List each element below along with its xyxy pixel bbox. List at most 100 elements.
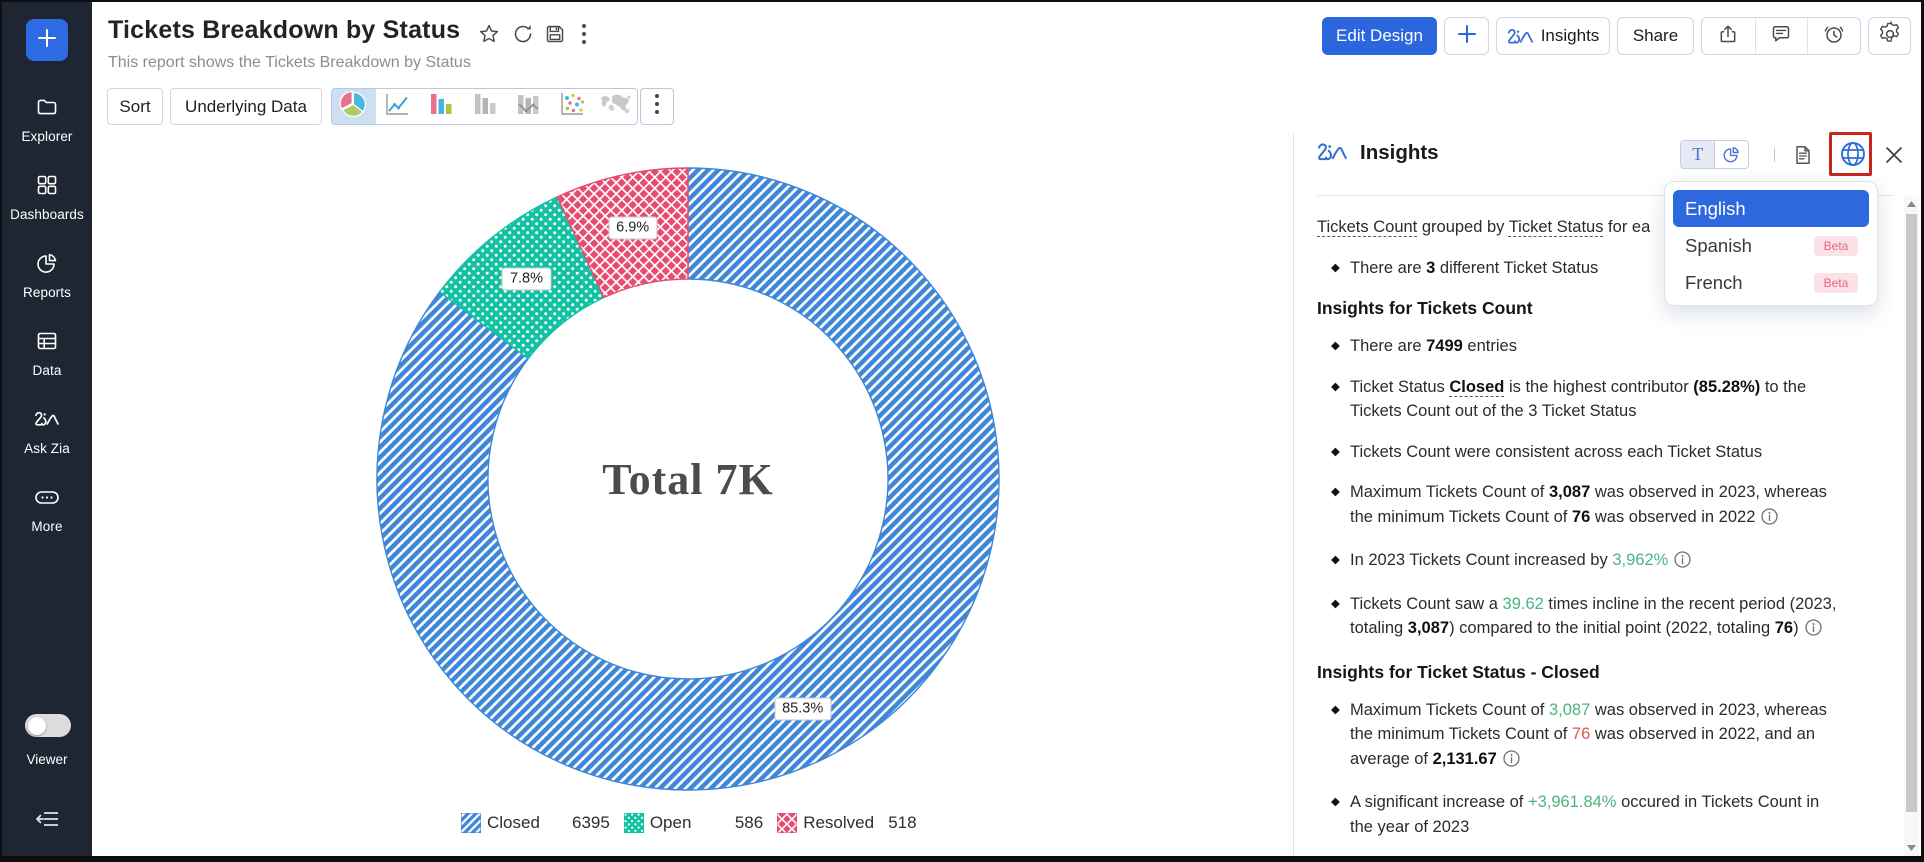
- legend-item-resolved[interactable]: Resolved 518: [777, 813, 930, 833]
- legend-swatch-closed: [461, 813, 481, 833]
- sidebar-item-label: Explorer: [21, 129, 73, 144]
- insights-button[interactable]: Insights: [1496, 17, 1610, 55]
- text-view-toggle[interactable]: T: [1681, 141, 1715, 168]
- bullet-diamond-icon: ◆: [1331, 554, 1340, 566]
- scrollbar-up-arrow[interactable]: [1904, 196, 1919, 212]
- insights-header-separator: [1317, 195, 1893, 196]
- bullet-diamond-icon: ◆: [1331, 703, 1340, 716]
- insights-scrollbar[interactable]: [1904, 196, 1919, 856]
- sidebar-item-reports[interactable]: Reports: [2, 252, 92, 300]
- legend-label: Open: [649, 813, 692, 832]
- collapse-sidebar-button[interactable]: [35, 808, 61, 835]
- language-option-spanish[interactable]: Spanish Beta: [1673, 227, 1869, 264]
- sidebar-item-dashboards[interactable]: Dashboards: [2, 174, 92, 222]
- zia-logo-icon: [1317, 141, 1348, 167]
- language-option-label: English: [1685, 197, 1746, 219]
- chart-more-options-button[interactable]: [640, 88, 674, 125]
- kebab-icon: [581, 23, 587, 50]
- comments-button[interactable]: [1754, 18, 1808, 54]
- window-frame-left: [0, 0, 2, 862]
- insights-section-heading: Insights for Tickets Count: [1317, 298, 1533, 318]
- zia-white-icon: [34, 410, 60, 432]
- window-frame-bottom: [0, 856, 1924, 862]
- sidebar-item-ask-zia[interactable]: Ask Zia: [2, 408, 92, 456]
- export-button[interactable]: [1702, 18, 1755, 54]
- insight-bullet: ◆ A significant increase of +3,961.84% oc…: [1317, 790, 1887, 839]
- scrollbar-down-arrow[interactable]: [1904, 840, 1919, 856]
- close-insights-button[interactable]: [1884, 145, 1904, 165]
- tools-separator: [1774, 148, 1775, 162]
- favorite-button[interactable]: [477, 24, 501, 48]
- pie-chart-type-button[interactable]: [332, 89, 376, 124]
- legend-item-closed[interactable]: Closed 6395: [461, 813, 624, 833]
- legend-value: 586: [734, 813, 764, 832]
- insight-text: In 2023 Tickets Count increased by 3,962…: [1350, 548, 1887, 576]
- sidebar-item-more[interactable]: More: [2, 486, 92, 534]
- donut-slice-closed[interactable]: [376, 167, 1000, 791]
- save-icon: [543, 22, 567, 51]
- plus-icon: [1455, 22, 1479, 51]
- edit-design-button[interactable]: Edit Design: [1322, 17, 1437, 55]
- bullet-diamond-icon: ◆: [1331, 796, 1340, 808]
- legend-label: Closed: [487, 813, 540, 832]
- insights-button-label: Insights: [1540, 26, 1600, 45]
- language-option-french[interactable]: French Beta: [1673, 264, 1869, 301]
- add-new-button[interactable]: [26, 19, 68, 61]
- insight-bullet: ◆ Tickets Count saw a 39.62 times incline…: [1317, 592, 1887, 644]
- info-icon[interactable]: [1761, 507, 1779, 533]
- insights-intro: Tickets Count grouped by Ticket Status f…: [1317, 218, 1651, 236]
- combo-chart-type-button[interactable]: [506, 89, 550, 124]
- bar-chart-type-button[interactable]: [419, 89, 463, 124]
- donut-chart[interactable]: [368, 154, 1008, 804]
- page-title: Tickets Breakdown by Status: [108, 16, 461, 44]
- line-chart-type-button[interactable]: [376, 89, 420, 124]
- info-icon[interactable]: [1674, 551, 1691, 576]
- share-button[interactable]: Share: [1617, 17, 1694, 55]
- insight-text: Maximum Tickets Count of 3,087 was obser…: [1350, 480, 1887, 532]
- insight-bullet: ◆ In 2023 Tickets Count increased by 3,96…: [1317, 548, 1887, 576]
- stacked-bar-chart-type-button[interactable]: [463, 89, 507, 124]
- legend-value: 6395: [572, 813, 610, 832]
- insight-text: Tickets Count were consistent across eac…: [1350, 442, 1763, 461]
- info-icon[interactable]: [1804, 619, 1822, 644]
- slice-percent-label-open: 7.8%: [501, 267, 552, 291]
- header-icon-group: [1701, 17, 1861, 55]
- language-option-label: Spanish: [1685, 234, 1752, 256]
- text-T-icon: T: [1692, 144, 1704, 164]
- info-icon[interactable]: [1503, 749, 1520, 775]
- legend-item-open[interactable]: Open 586: [623, 813, 777, 833]
- insights-content: Tickets Count grouped by Ticket Status f…: [1317, 196, 1887, 855]
- viewer-toggle-knob: [28, 716, 46, 735]
- chart-view-toggle[interactable]: [1714, 141, 1748, 168]
- globe-icon[interactable]: [1839, 140, 1867, 168]
- sidebar: Explorer Dashboards Reports Data Ask Zia More…: [2, 2, 92, 856]
- underlying-data-button[interactable]: Underlying Data: [170, 88, 322, 125]
- bullet-diamond-icon: ◆: [1331, 340, 1340, 352]
- viewer-toggle[interactable]: [25, 714, 71, 737]
- sidebar-item-label: More: [31, 519, 63, 534]
- sidebar-item-explorer[interactable]: Explorer: [2, 96, 92, 144]
- ct-map-icon: [598, 91, 632, 122]
- window-frame-top: [0, 0, 1924, 2]
- alerts-button[interactable]: [1807, 18, 1860, 54]
- save-button[interactable]: [543, 24, 567, 48]
- language-option-english[interactable]: English: [1673, 190, 1869, 227]
- sidebar-item-data[interactable]: Data: [2, 330, 92, 378]
- settings-button[interactable]: [1868, 17, 1911, 55]
- report-icon[interactable]: [1792, 144, 1814, 166]
- map-chart-type-button[interactable]: [593, 89, 637, 124]
- more-options-button[interactable]: [572, 23, 596, 50]
- comment-icon: [1769, 22, 1793, 51]
- refresh-button[interactable]: [511, 24, 535, 48]
- sidebar-item-label: Data: [32, 363, 62, 378]
- alarm-icon: [1822, 22, 1846, 51]
- add-button[interactable]: [1444, 17, 1489, 55]
- insights-section-heading: Insights for Ticket Status - Closed: [1317, 661, 1600, 682]
- scrollbar-thumb[interactable]: [1906, 214, 1917, 812]
- sort-button[interactable]: Sort: [107, 88, 163, 125]
- bullet-diamond-icon: ◆: [1331, 486, 1340, 498]
- scatter-chart-type-button[interactable]: [550, 89, 594, 124]
- legend-label: Resolved: [803, 813, 875, 832]
- ct-line-icon: [383, 90, 411, 123]
- insight-bullet: ◆ There are 3 different Ticket Status: [1317, 256, 1887, 281]
